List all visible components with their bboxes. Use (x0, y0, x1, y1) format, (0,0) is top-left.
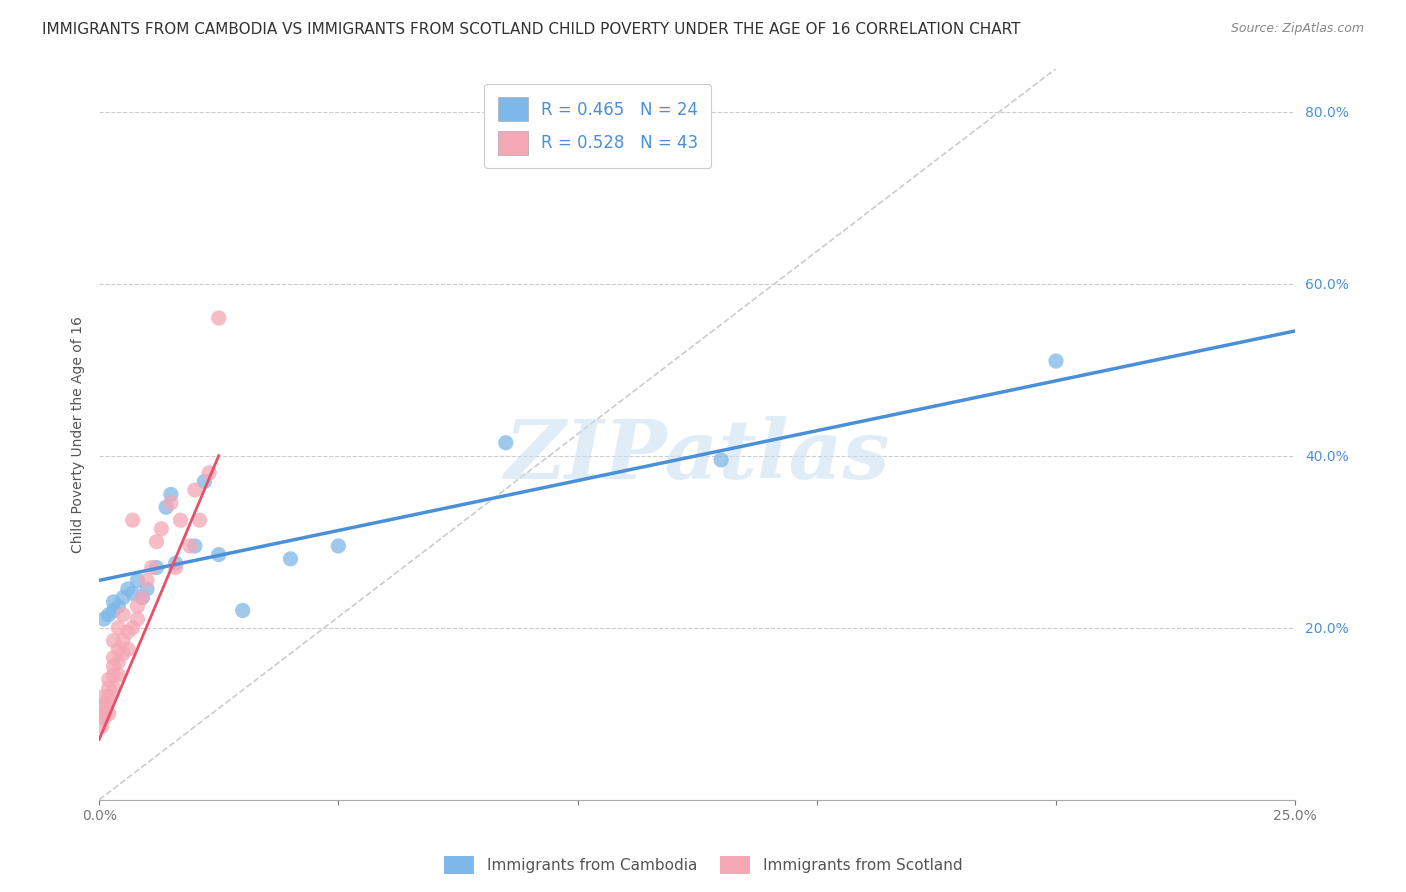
Point (97, 681, 120, 695)
Point (112, 591, 135, 605)
Point (93, 706, 115, 721)
Point (208, 311, 231, 326)
Point (165, 560, 187, 574)
Point (93, 698, 115, 713)
Legend: Immigrants from Cambodia, Immigrants from Scotland: Immigrants from Cambodia, Immigrants fro… (437, 850, 969, 880)
Point (198, 466, 221, 480)
Point (97, 673, 120, 687)
Point (90, 720, 112, 734)
Point (117, 642, 139, 657)
Point (121, 586, 143, 600)
Point (97, 607, 120, 622)
Point (136, 582, 159, 596)
Point (97, 706, 120, 721)
Point (232, 603, 254, 617)
Point (710, 453, 733, 467)
Point (93, 706, 115, 721)
Point (150, 522, 173, 536)
Point (160, 487, 183, 501)
Text: ZIPatlas: ZIPatlas (505, 416, 890, 496)
Point (193, 475, 215, 489)
Point (121, 621, 143, 635)
Point (107, 642, 129, 657)
Point (107, 599, 129, 614)
Point (103, 650, 125, 665)
Point (155, 500, 177, 515)
Point (93, 711, 115, 725)
Point (208, 548, 231, 562)
Point (141, 560, 163, 574)
Point (145, 534, 167, 549)
Point (103, 681, 125, 695)
Point (103, 603, 125, 617)
Point (184, 539, 207, 553)
Point (121, 513, 143, 527)
Text: IMMIGRANTS FROM CAMBODIA VS IMMIGRANTS FROM SCOTLAND CHILD POVERTY UNDER THE AGE: IMMIGRANTS FROM CAMBODIA VS IMMIGRANTS F… (42, 22, 1021, 37)
Point (165, 556, 187, 570)
Point (145, 560, 167, 574)
Point (112, 607, 135, 622)
Point (107, 655, 129, 669)
Point (103, 659, 125, 673)
Point (107, 668, 129, 682)
Point (103, 633, 125, 648)
Point (117, 582, 139, 596)
Point (93, 612, 115, 626)
Point (188, 513, 211, 527)
Point (1045, 354, 1067, 368)
Point (169, 513, 191, 527)
Point (93, 690, 115, 704)
Point (495, 435, 517, 450)
Point (184, 483, 207, 497)
Point (136, 574, 159, 588)
Point (131, 591, 153, 605)
Point (112, 633, 135, 648)
Point (117, 625, 139, 640)
Point (103, 668, 125, 682)
Point (328, 539, 350, 553)
Point (127, 612, 149, 626)
Point (103, 595, 125, 609)
Point (127, 599, 149, 614)
Y-axis label: Child Poverty Under the Age of 16: Child Poverty Under the Age of 16 (72, 316, 86, 552)
Point (107, 621, 129, 635)
Point (160, 496, 183, 510)
Point (127, 574, 149, 588)
Point (112, 647, 135, 661)
Point (97, 694, 120, 708)
Point (97, 690, 120, 704)
Point (131, 591, 153, 605)
Point (179, 539, 201, 553)
Text: Source: ZipAtlas.com: Source: ZipAtlas.com (1230, 22, 1364, 36)
Point (93, 698, 115, 713)
Point (280, 552, 302, 566)
Legend: R = 0.465   N = 24, R = 0.528   N = 43: R = 0.465 N = 24, R = 0.528 N = 43 (484, 84, 711, 168)
